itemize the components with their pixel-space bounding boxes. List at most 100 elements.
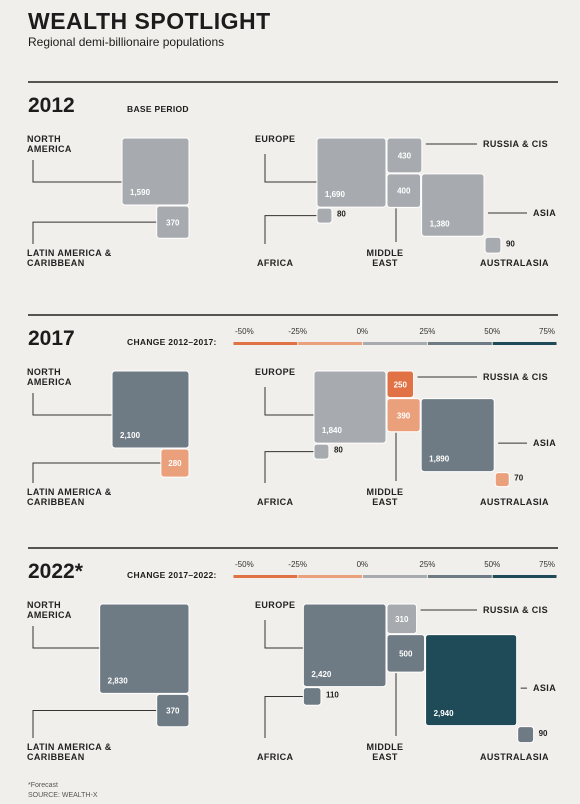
region-label: MIDDLE EAST [366,487,404,507]
value-label: 1,840 [322,426,343,435]
value-label: 1,590 [130,188,151,197]
region-label: AUSTRALASIA [480,752,549,762]
leader-line [264,620,304,649]
region-square [386,370,415,399]
region-label: MIDDLE EAST [366,248,404,268]
caption: CHANGE 2012–2017: [127,337,217,347]
region-label: NORTH AMERICA [27,367,72,387]
region-label: AUSTRALASIA [480,497,549,507]
region-square [517,726,535,744]
region-square [302,687,322,706]
legend-swatch [298,342,363,345]
region-label: LATIN AMERICA & CARIBBEAN [27,487,112,507]
region-label: EUROPE [255,600,296,610]
region-square [313,370,387,444]
region-square [156,205,190,239]
region-label: AUSTRALASIA [480,258,549,268]
legend-swatch [233,575,298,578]
region-square [156,693,190,728]
region-label: EUROPE [255,367,296,377]
leader-line [32,710,157,738]
caption: BASE PERIOD [127,104,189,114]
value-label: 370 [166,707,180,716]
region-label: ASIA [533,438,557,449]
leader-line [32,160,123,183]
legend-tick: 25% [419,560,436,569]
region-square [386,634,426,673]
legend-swatch [427,342,492,345]
region-square [160,448,190,478]
legend-tick: 25% [419,327,436,336]
legend-tick: 75% [539,327,556,336]
legend-swatch [492,575,557,578]
value-label: 310 [395,615,409,624]
source: SOURCE: WEALTH-X [28,792,98,799]
region-square [386,137,423,174]
region-square [386,603,418,635]
caption: CHANGE 2017–2022: [127,570,217,580]
legend-tick: 75% [539,560,556,569]
region-square [316,207,333,224]
legend-tick: 0% [356,327,369,336]
value-label: 500 [399,649,413,658]
region-label: AFRICA [257,752,294,762]
legend-tick: -25% [288,560,307,569]
legend-tick: -50% [235,560,254,569]
value-label: 1,890 [429,455,450,464]
legend-tick: -50% [235,327,254,336]
region-label: RUSSIA & CIS [483,139,548,149]
region-square [316,137,387,208]
region-square [121,137,190,206]
value-label: 110 [326,691,339,700]
value-label: 70 [514,474,523,483]
region-square [494,472,510,488]
region-square [386,398,421,433]
legend-swatch [427,575,492,578]
value-label: 430 [398,152,412,161]
leader-line [32,221,157,244]
legend-tick: 50% [484,327,501,336]
value-label: 2,830 [108,676,129,685]
value-label: 2,940 [434,709,455,718]
region-label: AFRICA [257,497,294,507]
leader-line [264,154,317,183]
region-label: ASIA [533,683,557,694]
value-label: 370 [166,218,180,227]
region-label: ASIA [533,208,557,219]
region-square [99,603,190,694]
legend-tick: 0% [356,560,369,569]
region-square [484,236,502,254]
region-square [425,634,518,727]
region-square [386,173,422,208]
value-label: 90 [539,729,548,738]
title: WEALTH SPOTLIGHT [28,8,271,34]
region-label: LATIN AMERICA & CARIBBEAN [27,248,112,268]
leader-line [32,462,161,483]
region-square [421,173,485,237]
legend-swatch [233,342,298,345]
year: 2022* [28,560,83,583]
year: 2012 [28,94,75,117]
legend-swatch [363,575,427,578]
value-label: 1,690 [325,190,346,199]
footnote: *Forecast [28,782,58,789]
region-label: MIDDLE EAST [366,742,404,762]
leader-line [264,387,314,416]
region-label: NORTH AMERICA [27,134,72,154]
legend-tick: 50% [484,560,501,569]
legend-swatch [363,342,427,345]
region-label: NORTH AMERICA [27,600,72,620]
region-label: RUSSIA & CIS [483,605,548,615]
region-square [111,370,190,449]
year: 2017 [28,327,75,350]
region-square [420,398,495,473]
legend-swatch [492,342,557,345]
value-label: 390 [397,411,411,420]
leader-line [32,626,100,649]
value-label: 400 [397,187,411,196]
region-label: LATIN AMERICA & CARIBBEAN [27,742,112,762]
leader-line [32,393,113,416]
subtitle: Regional demi-billionaire populations [28,35,225,49]
